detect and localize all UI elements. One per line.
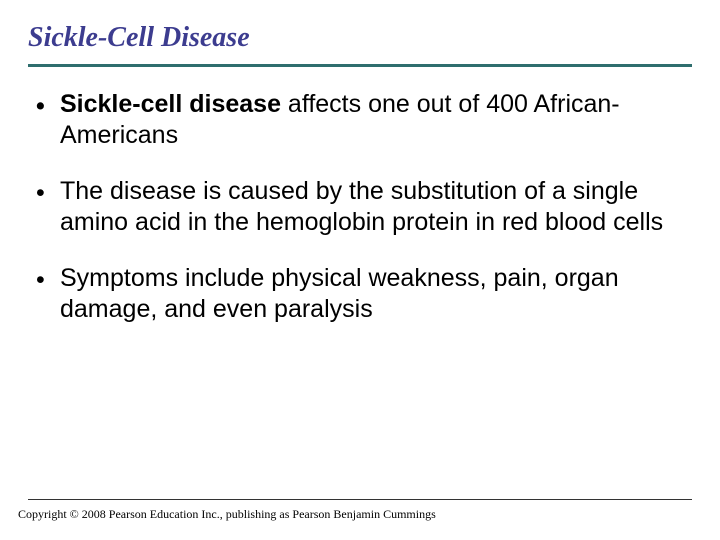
bullet-list: • Sickle-cell disease affects one out of… [28, 89, 692, 324]
slide-title: Sickle-Cell Disease [28, 22, 692, 54]
bullet-icon: • [36, 178, 45, 209]
footer-rule [28, 499, 692, 500]
bullet-bold-lead: Sickle-cell disease [60, 90, 281, 118]
slide: Sickle-Cell Disease • Sickle-cell diseas… [0, 0, 720, 540]
bullet-icon: • [36, 91, 45, 122]
bullet-text: Symptoms include physical weakness, pain… [60, 264, 619, 323]
copyright-text: Copyright © 2008 Pearson Education Inc.,… [18, 507, 436, 522]
list-item: • Sickle-cell disease affects one out of… [30, 89, 692, 150]
list-item: • The disease is caused by the substitut… [30, 176, 692, 237]
title-underline [28, 64, 692, 67]
bullet-text: The disease is caused by the substitutio… [60, 177, 663, 236]
list-item: • Symptoms include physical weakness, pa… [30, 263, 692, 324]
bullet-icon: • [36, 265, 45, 296]
